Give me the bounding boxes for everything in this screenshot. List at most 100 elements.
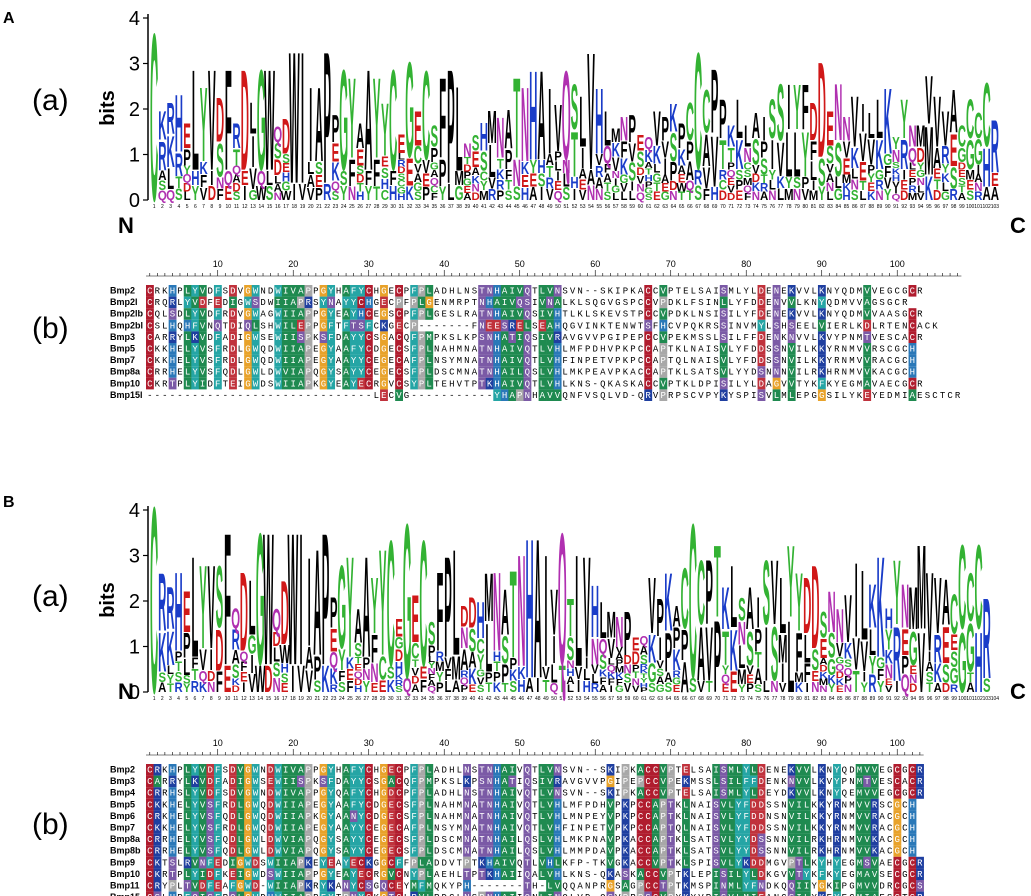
logo-letter: Y [787,525,795,639]
residue-cell [485,319,494,332]
residue-letter: A [638,287,644,297]
residue-letter: T [479,789,485,799]
residue-letter: I [291,379,296,389]
residue-cell [380,389,388,401]
residue-letter: C [887,368,893,378]
residue-letter: W [630,321,636,331]
residue-letter: C [396,345,402,355]
residue-cell [342,868,351,880]
residue-cell [146,880,154,892]
residue-letter: A [426,858,432,868]
x-tick-label: 101 [974,204,983,210]
residue-letter: C [638,835,644,845]
x-tick-label: 2 [161,696,164,702]
residue-letter: L [547,882,552,892]
residue-letter: Q [525,310,530,320]
residue-letter: - [321,391,326,401]
residue-letter: I [509,766,514,776]
residue-cell [727,775,736,788]
residue-letter: D [442,766,447,776]
residue-cell [863,787,872,799]
residue-cell [757,296,766,309]
residue-letter: H [170,800,175,810]
logo-letter: K [721,575,729,643]
residue-letter: H [910,835,915,845]
residue-letter: R [872,800,878,810]
residue-letter: A [336,298,342,308]
residue-letter: M [457,835,462,845]
logo-letter: T [686,188,693,203]
logo-letter: Q [558,495,567,702]
residue-letter: D [434,368,439,378]
residue-cell [289,868,298,880]
sequence-name: Bmp7 [110,355,135,365]
residue-letter: F [215,310,220,320]
residue-cell [297,319,305,332]
x-tick-label: 68 [704,204,710,210]
logo-letter: L [266,166,273,189]
residue-cell [251,285,260,297]
residue-cell [364,856,373,869]
logo-letter: D [232,182,240,194]
residue-letter: A [902,777,908,787]
logo-letter: E [843,154,851,179]
residue-cell [553,810,562,822]
residue-letter: L [162,321,167,331]
residue-cell [644,798,653,811]
residue-letter: - [585,287,590,297]
logo-letter: K [934,660,942,689]
residue-letter: Q [177,321,182,331]
residue-cell [327,833,336,846]
residue-letter: D [336,333,341,343]
logo-letter: V [933,82,941,163]
logo-letter: P [645,180,653,189]
residue-cell [380,343,388,355]
residue-letter: Y [328,287,334,297]
logo-letter: R [488,186,496,203]
residue-letter: F [215,870,220,880]
residue-letter: P [638,777,643,787]
residue-letter: Y [811,882,817,892]
residue-letter: S [698,298,703,308]
residue-cell [802,798,811,811]
residue-letter: P [706,882,711,892]
logo-letter: I [765,611,768,698]
residue-letter: P [298,858,303,868]
residue-letter: A [879,368,885,378]
residue-letter: Q [525,789,530,799]
residue-cell [289,880,298,892]
residue-letter: P [177,870,182,880]
residue-cell [289,296,298,309]
residue-letter: D [585,893,590,896]
logo-letter: Q [166,187,175,204]
residue-letter: I [796,812,801,822]
residue-letter: L [570,893,575,896]
residue-letter: E [879,777,884,787]
logo-letter: N [752,190,760,203]
residue-letter: H [502,391,507,401]
logo-letter: A [305,642,313,677]
residue-cell [893,822,902,834]
residue-letter: Y [192,800,198,810]
residue-cell [229,296,237,309]
residue-letter: H [170,368,175,378]
logo-letter: P [844,675,852,687]
residue-letter: L [804,824,809,834]
residue-letter: R [155,847,161,857]
residue-cell [553,880,562,892]
residue-letter: G [245,870,250,880]
residue-cell [908,891,917,896]
residue-cell [410,377,419,390]
residue-letter: G [902,858,907,868]
residue-letter: I [517,870,522,880]
residue-letter: V [872,287,878,297]
residue-letter: - [155,391,160,401]
residue-cell [863,845,872,857]
logo-letter: D [900,187,908,203]
logo-letter: G [950,663,959,688]
x-tick-label: 74 [747,696,753,702]
logo-letter: K [612,139,621,161]
residue-cell [478,296,487,309]
residue-cell [734,798,743,811]
residue-letter: R [872,824,878,834]
